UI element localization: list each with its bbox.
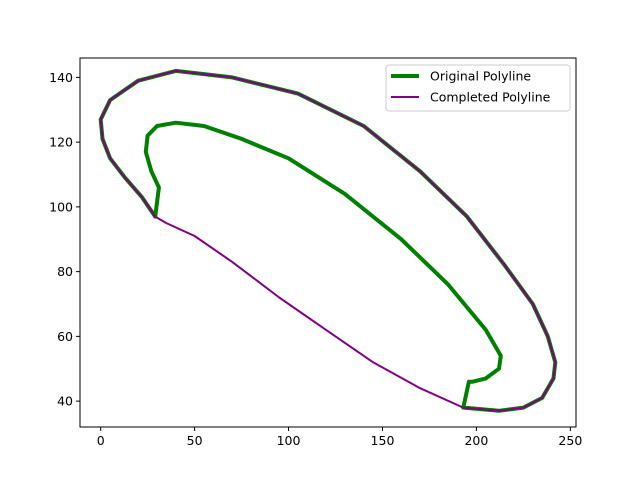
- y-tick-label: 60: [57, 329, 73, 344]
- y-tick-label: 140: [49, 70, 73, 85]
- y-tick-label: 120: [49, 135, 73, 150]
- legend-box: [385, 64, 571, 112]
- x-tick-label: 200: [464, 433, 488, 448]
- y-tick-label: 100: [49, 199, 73, 214]
- y-tick-label: 40: [57, 394, 73, 409]
- series-layer: [98, 68, 558, 413]
- ticks-layer: 0 50 100 150 200 250 40 60 80 100 120 140: [49, 70, 582, 448]
- legend-label: Original Polyline: [430, 69, 531, 84]
- x-tick-label: 0: [97, 433, 105, 448]
- x-tick-label: 150: [371, 433, 395, 448]
- y-tick-label: 80: [57, 264, 73, 279]
- legend-label: Completed Polyline: [430, 90, 551, 105]
- legend: Original Polyline Completed Polyline: [385, 64, 571, 112]
- series-line-completed-polyline: [99, 69, 557, 412]
- x-tick-label: 50: [187, 433, 203, 448]
- x-tick-label: 250: [558, 433, 582, 448]
- x-tick-label: 100: [277, 433, 301, 448]
- axes-frame: [79, 57, 577, 428]
